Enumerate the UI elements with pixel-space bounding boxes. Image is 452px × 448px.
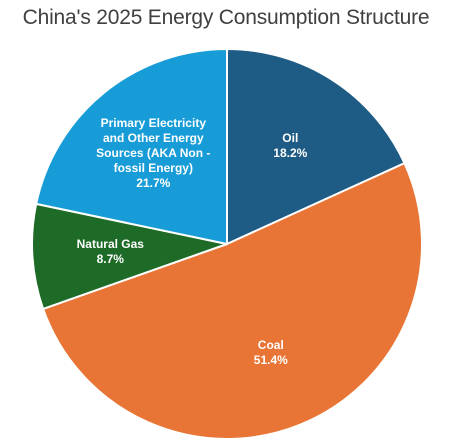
chart-title: China's 2025 Energy Consumption Structur… bbox=[22, 6, 430, 29]
pie-labels: Oil 18.2% Coal 51.4% Natural Gas 8.7% Primary … bbox=[77, 116, 308, 367]
pie-slices bbox=[31, 48, 423, 440]
pie-slice-coal bbox=[42, 162, 423, 440]
pie-slice-natural-gas bbox=[31, 202, 228, 310]
pie-slice-oil bbox=[226, 48, 406, 245]
slice-label-coal: Coal 51.4% bbox=[254, 338, 288, 367]
slice-label-primary-electricity: Primary Electricity and Other Energy Sourc… bbox=[96, 116, 210, 190]
slice-label-natural-gas: Natural Gas 8.7% bbox=[77, 237, 145, 266]
pie-slice-primary-electricity bbox=[35, 48, 228, 245]
slice-label-oil: Oil 18.2% bbox=[273, 131, 307, 160]
